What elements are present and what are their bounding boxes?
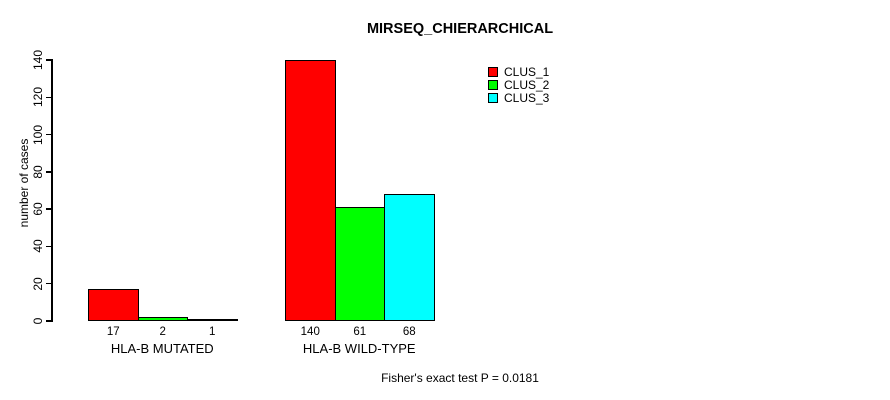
y-axis-tick-40 [46, 245, 52, 248]
y-axis-tick-label-140: 140 [31, 49, 45, 71]
chart-title: MIRSEQ_CHIERARCHICAL [366, 21, 554, 37]
y-axis-tick-label-80: 80 [31, 165, 45, 179]
bar-clus-1-hla-b-mutated [88, 289, 139, 321]
y-axis-tick-label-120: 120 [31, 87, 45, 108]
y-axis-tick-label-0: 0 [31, 317, 45, 325]
bar-clus-1-hla-b-wild-type [285, 60, 336, 321]
bar-value-label: 17 [106, 326, 120, 338]
y-axis-tick-120 [46, 96, 52, 99]
bar-value-label: 61 [353, 326, 367, 338]
y-axis-title: number of cases [17, 138, 31, 228]
y-axis-tick-label-40: 40 [31, 239, 45, 254]
y-axis-line [51, 59, 53, 322]
bar-clus-3-hla-b-wild-type [384, 194, 435, 321]
y-axis-tick-80 [46, 171, 52, 173]
legend-swatch-icon [488, 80, 498, 91]
y-axis-tick-140 [46, 59, 52, 61]
bar-value-label: 140 [300, 326, 320, 338]
legend: CLUS_1 CLUS_2 CLUS_3 [488, 66, 549, 104]
y-axis-tick-0 [46, 320, 52, 322]
y-axis-tick-100 [46, 133, 52, 136]
legend-item-clus-3: CLUS_3 [488, 90, 550, 105]
x-axis-group-label-hla-b-wild-type: HLA-B WILD-TYPE [302, 341, 416, 356]
legend-item-clus-2: CLUS_2 [488, 77, 550, 92]
x-axis-group-label-hla-b-mutated: HLA-B MUTATED [110, 341, 214, 356]
legend-label: CLUS_2 [504, 77, 550, 92]
legend-label: CLUS_3 [504, 90, 550, 105]
y-axis-tick-20 [46, 282, 52, 285]
legend-label: CLUS_1 [504, 65, 550, 79]
bar-value-label: 68 [402, 326, 416, 338]
bar-clus-2-hla-b-wild-type [334, 207, 385, 321]
legend-swatch-icon [488, 67, 498, 78]
legend-swatch-icon [488, 92, 498, 103]
legend-item-clus-1: CLUS_1 [488, 66, 549, 79]
annotation-text: Fisher's exact test P = 0.0181 [381, 371, 539, 385]
bar-clus-3-hla-b-mutated [187, 319, 238, 322]
y-axis-tick-label-20: 20 [31, 277, 45, 291]
y-axis-tick-label-60: 60 [31, 202, 45, 216]
y-axis-tick-60 [46, 208, 52, 210]
bar-value-label: 1 [209, 326, 216, 338]
y-axis-tick-label-100: 100 [31, 124, 45, 145]
bar-clus-2-hla-b-mutated [137, 317, 188, 321]
bar-value-label: 2 [159, 326, 166, 338]
